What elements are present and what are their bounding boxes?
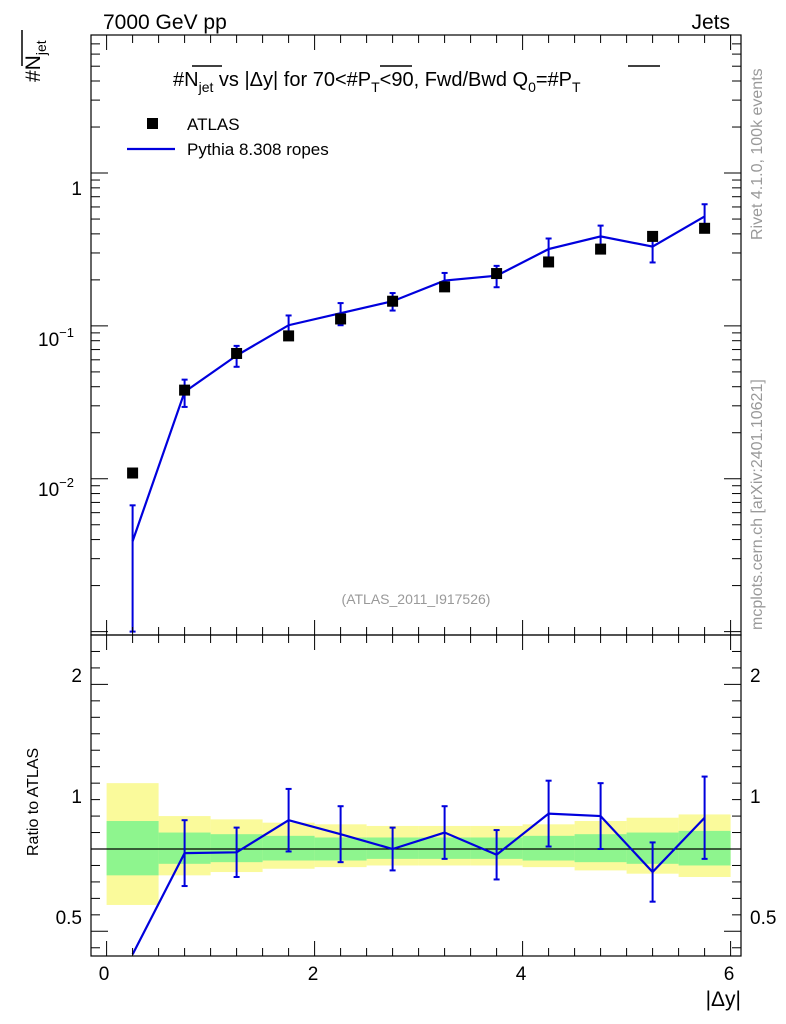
main-ytick-0.1-exp: −1	[59, 325, 74, 340]
main-ytick-0.01-base: 10	[38, 480, 59, 501]
main-y-axis-label: #Njet	[21, 30, 49, 82]
title-part-p: P	[358, 69, 371, 91]
ratio-y-axis-label: Ratio to ATLAS	[25, 748, 42, 856]
title-part-hash1: #	[173, 69, 185, 91]
data-point	[335, 313, 347, 325]
ratio-ytick-right-1: 1	[750, 787, 761, 808]
main-title: #Njet vs |Δy| for 70<#PT<90, Fwd/Bwd Q0=…	[173, 65, 660, 95]
ratio-ytick-right-2: 2	[750, 666, 761, 687]
mcplots-label: mcplots.cern.ch [arXiv:2401.10621]	[749, 379, 766, 630]
ratio-x-axis-label: |Δy|	[706, 988, 741, 1011]
ratio-ytick-left-0.5: 0.5	[56, 908, 82, 929]
header-energy-label: 7000 GeV pp	[103, 11, 227, 34]
legend: ATLAS Pythia 8.308 ropes	[127, 115, 329, 159]
title-part-end1: <90, Fwd/Bwd Q	[380, 69, 528, 91]
data-point	[283, 330, 295, 342]
svg-text:10−2: 10−2	[38, 475, 74, 501]
title-part-q-sub: 0	[528, 79, 536, 95]
ratio-axis-ticks	[91, 635, 741, 956]
data-point	[699, 222, 711, 234]
ratio-band-inner-bin	[106, 821, 159, 876]
legend-data-label: ATLAS	[187, 115, 240, 134]
main-plot-content	[127, 203, 711, 633]
legend-mc-label: Pythia 8.308 ropes	[187, 140, 329, 159]
title-part-p2: P	[559, 69, 572, 91]
data-point	[127, 467, 139, 479]
main-axis-ticks	[91, 34, 741, 635]
data-point	[595, 243, 607, 255]
main-ytick-0.01-exp: −2	[59, 475, 74, 490]
main-y-label-hash: #	[22, 70, 45, 82]
data-point	[387, 295, 399, 307]
main-ytick-0.01: 10−2	[38, 475, 74, 501]
ratio-ytick-right-0.5: 0.5	[750, 908, 776, 929]
title-part-n-sub: jet	[198, 79, 214, 95]
reference-label: (ATLAS_2011_I917526)	[342, 591, 491, 607]
ratio-mc-group	[131, 775, 708, 955]
svg-text:#Njet vs |Δy| for 70<#PT<90, F: #Njet vs |Δy| for 70<#PT<90, Fwd/Bwd Q0=…	[173, 69, 581, 95]
legend-data-marker	[147, 118, 158, 129]
title-part-mid: vs |Δy| for 70<#	[213, 69, 358, 91]
data-point	[543, 256, 555, 268]
ratio-frame	[90, 634, 742, 957]
main-y-label-n: N	[22, 55, 45, 70]
main-ytick-0.1: 10−1	[38, 325, 74, 351]
data-point	[647, 230, 659, 242]
main-ytick-1-base: 1	[71, 179, 82, 200]
ratio-xtick-2: 2	[308, 964, 319, 985]
main-panel: 1 10−1 10−2 #Njet vs |Δy| for 70<#PT<90,…	[38, 34, 742, 636]
svg-text:10−1: 10−1	[38, 325, 74, 351]
title-part-p2-sub: T	[572, 79, 581, 95]
data-point	[491, 268, 503, 280]
header-process-label: Jets	[691, 11, 730, 34]
ratio-mc-line	[131, 812, 706, 955]
rivet-version-label: Rivet 4.1.0, 100k events	[749, 68, 766, 240]
data-point	[231, 347, 243, 359]
ratio-xtick-6: 6	[724, 964, 735, 985]
title-part-eq: =#	[536, 69, 560, 91]
ratio-ytick-left-2: 2	[71, 666, 82, 687]
svg-text:#Njet: #Njet	[22, 40, 49, 82]
title-part-n: N	[184, 69, 198, 91]
data-point	[439, 281, 451, 293]
title-part-p-sub: T	[371, 79, 380, 95]
mc-line	[131, 215, 706, 542]
ratio-xtick-0: 0	[99, 964, 110, 985]
ratio-xtick-4: 4	[516, 964, 527, 985]
main-ytick-0.1-base: 10	[38, 330, 59, 351]
ratio-panel: 2 1 0.5 2 1 0.5 0 2 4 6 Ratio to ATLAS |…	[25, 634, 776, 1011]
main-y-label-sub: jet	[33, 40, 49, 56]
main-ytick-1: 1	[71, 179, 82, 200]
ratio-ytick-left-1: 1	[71, 787, 82, 808]
data-point	[179, 384, 191, 396]
ratio-plot-content	[91, 775, 741, 955]
